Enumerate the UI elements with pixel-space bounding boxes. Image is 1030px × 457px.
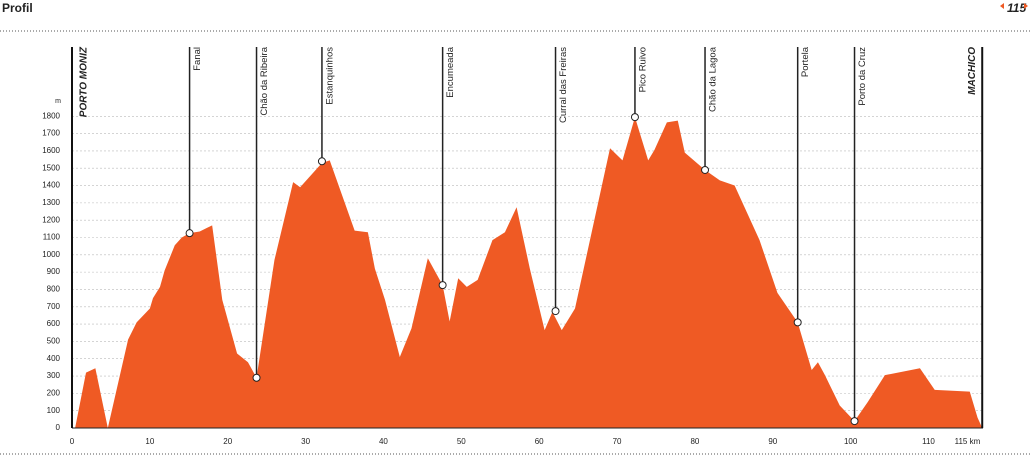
x-tick-label: 20: [223, 437, 232, 446]
y-tick-label: 400: [47, 354, 61, 363]
x-tick-label: 10: [145, 437, 154, 446]
elevation-area: [75, 117, 983, 428]
page-number: 115: [1007, 1, 1026, 15]
x-tick-label: 90: [768, 437, 777, 446]
waypoint-marker: [793, 318, 802, 327]
y-tick-label: 1200: [42, 215, 60, 224]
y-tick-label: 300: [47, 371, 61, 380]
y-tick-label: 1800: [42, 111, 60, 120]
waypoint-marker: [630, 113, 639, 122]
y-tick-label: 1300: [42, 198, 60, 207]
prev-arrow: [1000, 3, 1004, 9]
waypoint-label: Chão da Ribeira: [259, 46, 270, 115]
end-label: MACHICO: [967, 47, 978, 95]
x-tick-label: 110: [922, 437, 935, 446]
waypoint-marker: [185, 229, 194, 238]
waypoint-label: Portela: [800, 46, 811, 77]
y-tick-label: 100: [47, 406, 61, 415]
x-tick-label: 50: [457, 437, 466, 446]
waypoint-marker: [551, 307, 560, 316]
header-title: Profil: [2, 1, 33, 15]
x-tick-label: 0: [70, 437, 75, 446]
waypoint-label: Chão da Lagoa: [708, 46, 719, 112]
waypoint-label: Porto da Cruz: [857, 47, 868, 106]
start-label: PORTO MONIZ: [79, 46, 90, 117]
y-tick-label: 800: [47, 285, 61, 294]
y-tick-label: 1500: [42, 163, 60, 172]
y-tick-label: 600: [47, 319, 61, 328]
waypoint-label: Pico Ruivo: [637, 47, 648, 92]
x-tick-label: 115 km: [955, 437, 981, 446]
x-tick-label: 70: [613, 437, 622, 446]
waypoint-label: Curral das Freiras: [558, 47, 569, 123]
y-tick-label: 1400: [42, 181, 60, 190]
y-tick-label: 500: [47, 337, 61, 346]
y-tick-label: 1700: [42, 129, 60, 138]
waypoint-marker: [438, 281, 447, 290]
x-tick-label: 30: [301, 437, 310, 446]
y-tick-label: 1600: [42, 146, 60, 155]
y-tick-label: 700: [47, 302, 61, 311]
y-tick-label: 1000: [42, 250, 60, 259]
y-unit: m: [55, 98, 61, 105]
y-tick-label: 1100: [43, 233, 61, 242]
waypoint-marker: [701, 165, 710, 174]
y-tick-label: 200: [47, 388, 61, 397]
x-tick-label: 100: [844, 437, 858, 446]
x-tick-label: 60: [535, 437, 544, 446]
waypoint-marker: [252, 373, 261, 382]
waypoint-marker: [850, 417, 859, 426]
y-tick-label: 0: [56, 423, 61, 432]
waypoint-label: Fanal: [192, 47, 203, 71]
x-tick-label: 40: [379, 437, 388, 446]
y-tick-label: 900: [47, 267, 61, 276]
waypoint-label: Encumeada: [445, 46, 456, 97]
waypoint-label: Estanquinhos: [324, 47, 335, 105]
x-tick-label: 80: [690, 437, 699, 446]
next-arrow: [1024, 3, 1028, 9]
waypoint-marker: [317, 157, 326, 166]
